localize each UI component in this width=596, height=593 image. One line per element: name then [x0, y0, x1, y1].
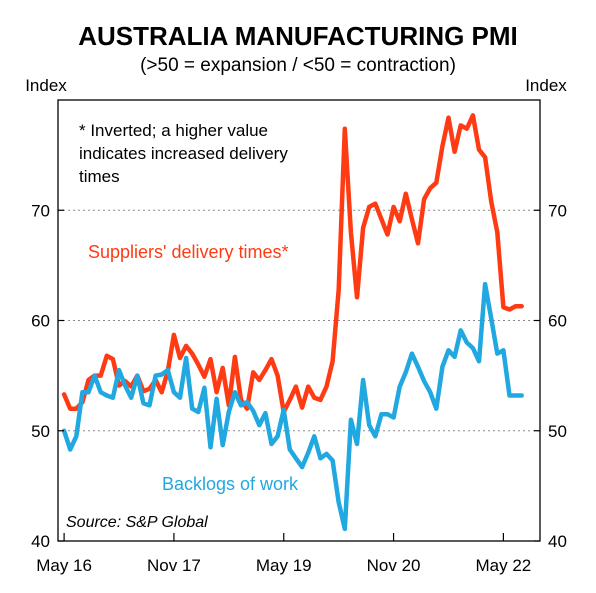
- chart-subtitle: (>50 = expansion / <50 = contraction): [140, 55, 456, 76]
- ytick-label-right-40: 40: [548, 532, 567, 551]
- inverted-note: * Inverted; a higher value indicates inc…: [79, 121, 288, 186]
- x-ticks: May 16 Nov 17 May 19 Nov 20 May 22: [36, 533, 531, 575]
- ytick-label-left-50: 50: [31, 422, 50, 441]
- right-axis-label: Index: [525, 76, 567, 95]
- series-label-delivery-times: Suppliers' delivery times*: [88, 242, 289, 262]
- ytick-label-left-70: 70: [31, 201, 50, 220]
- ytick-label-right-70: 70: [548, 201, 567, 220]
- series-label-backlogs: Backlogs of work: [162, 474, 299, 494]
- xtick-label-3: Nov 20: [367, 556, 421, 575]
- ytick-label-right-60: 60: [548, 312, 567, 331]
- series-line-1: [61, 281, 524, 532]
- note-line-2: indicates increased delivery: [79, 144, 288, 163]
- series-lines: [61, 113, 524, 532]
- ytick-label-left-40: 40: [31, 532, 50, 551]
- y-ticks: 40 40 50 50 60 60 70 70: [31, 201, 567, 551]
- left-axis-label: Index: [25, 76, 67, 95]
- xtick-label-0: May 16: [36, 556, 92, 575]
- chart-title: AUSTRALIA MANUFACTURING PMI: [78, 21, 518, 51]
- xtick-label-1: Nov 17: [147, 556, 201, 575]
- note-line-1: * Inverted; a higher value: [79, 121, 268, 140]
- gridlines: [58, 209, 540, 432]
- ytick-label-right-50: 50: [548, 422, 567, 441]
- ytick-label-left-60: 60: [31, 312, 50, 331]
- xtick-label-4: May 22: [476, 556, 532, 575]
- source-note: Source: S&P Global: [66, 514, 208, 531]
- note-line-3: times: [79, 167, 120, 186]
- xtick-label-2: May 19: [256, 556, 312, 575]
